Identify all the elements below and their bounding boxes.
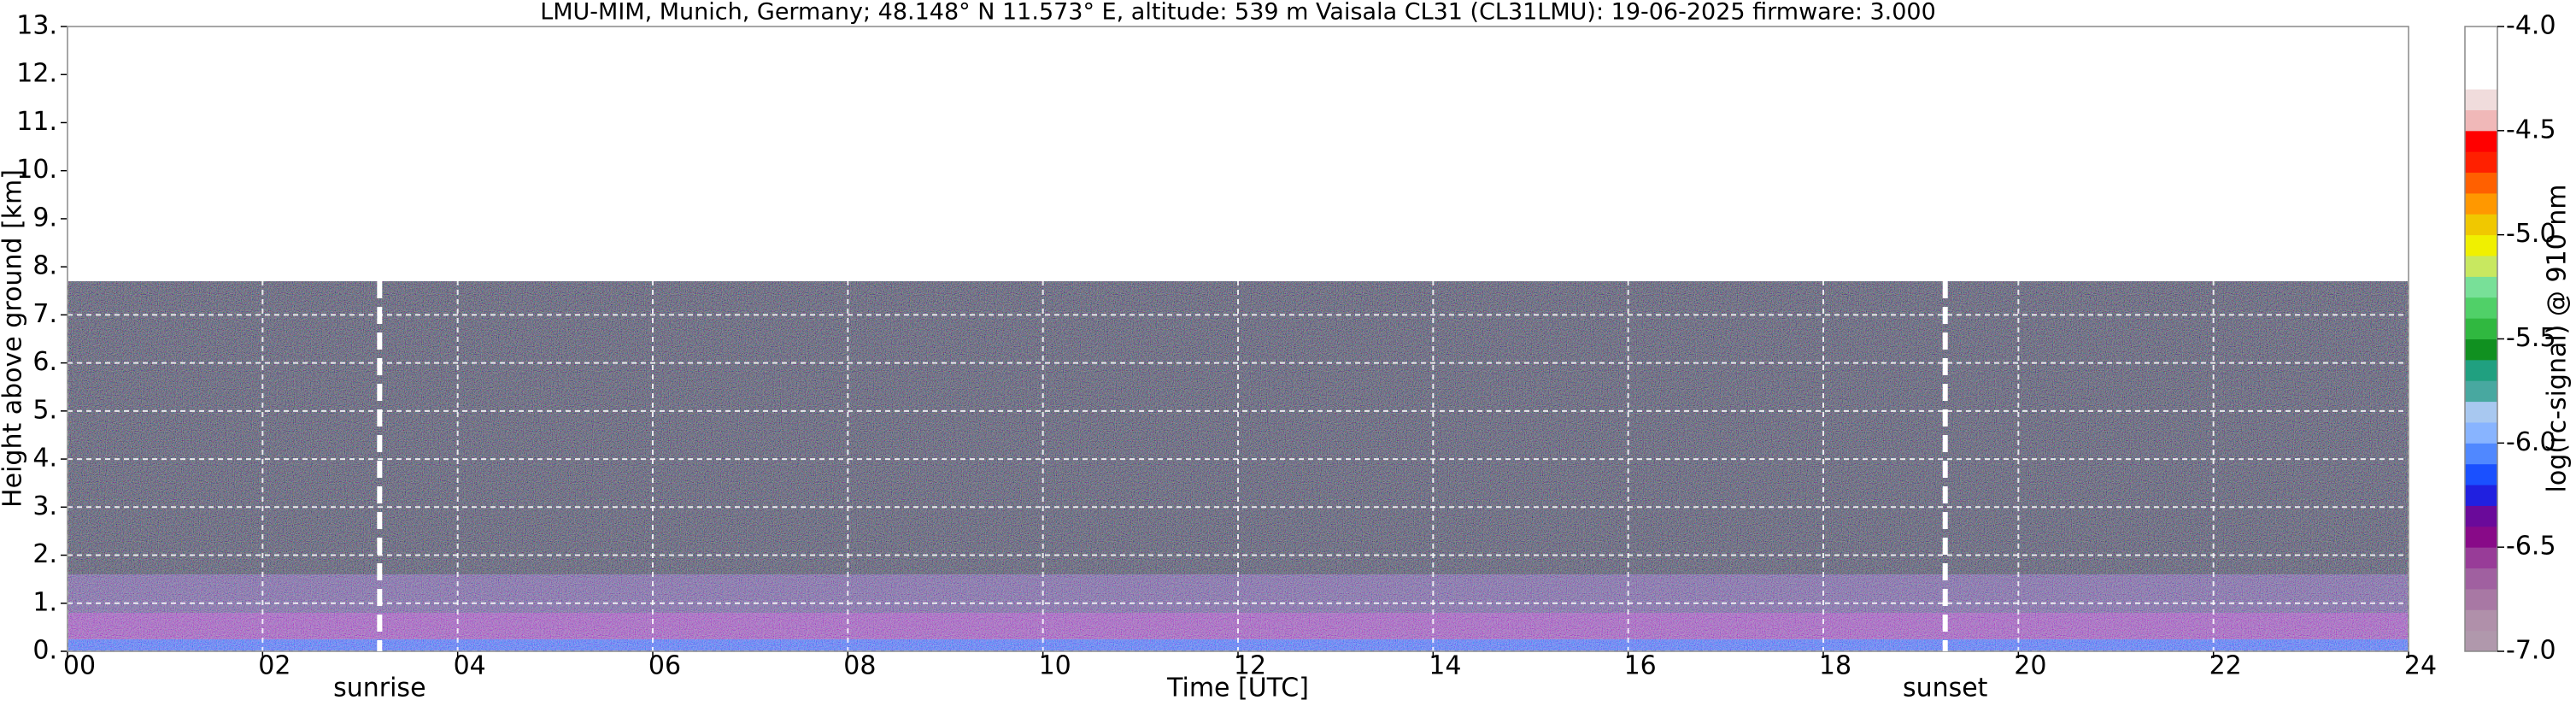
y-tick-label: 0. [32, 636, 57, 666]
colorbar-swatch [2465, 130, 2497, 152]
colorbar-swatch [2465, 421, 2497, 444]
x-tick-label: 06 [648, 651, 681, 681]
x-tick-label: 20 [2014, 651, 2046, 681]
colorbar-swatch [2465, 443, 2497, 465]
colorbar-swatch [2465, 547, 2497, 569]
colorbar-swatch [2465, 256, 2497, 277]
colorbar-swatch [2465, 359, 2497, 381]
x-tick-label: 12 [1234, 651, 1266, 681]
colorbar-tick-label: -4.5 [2506, 115, 2556, 144]
y-tick-label: 7. [32, 299, 57, 329]
x-tick-label: 02 [258, 651, 290, 681]
colorbar-swatch [2465, 297, 2497, 319]
x-tick-label: 14 [1429, 651, 1461, 681]
colorbar-swatch [2465, 47, 2497, 69]
y-tick-label: 3. [32, 491, 57, 521]
colorbar-swatch [2465, 68, 2497, 90]
colorbar-swatch [2465, 192, 2497, 215]
colorbar-tick-label: -6.0 [2506, 427, 2556, 457]
signal-noise [67, 281, 2409, 651]
y-tick-label: 1. [32, 587, 57, 617]
plot-frame [67, 26, 2409, 652]
colorbar-swatch [2465, 463, 2497, 485]
x-tick-label: 08 [843, 651, 876, 681]
y-tick-label: 2. [32, 539, 57, 569]
y-tick-label: 9. [32, 203, 57, 232]
colorbar-swatch [2465, 338, 2497, 361]
colorbar-swatch [2465, 109, 2497, 132]
colorbar-swatch [2465, 26, 2497, 48]
colorbar-swatch [2465, 380, 2497, 403]
colorbar-swatch [2465, 485, 2497, 506]
colorbar-label: log(rc-signal) @ 910 nm [2543, 185, 2573, 493]
colorbar-tick-label: -4.0 [2506, 11, 2556, 41]
colorbar-swatch [2465, 214, 2497, 236]
x-tick-label: 22 [2209, 651, 2242, 681]
colorbar-swatch [2465, 401, 2497, 423]
colorbar-tick-label: -7.0 [2506, 636, 2556, 666]
x-axis-label: Time [UTC] [1166, 674, 1309, 703]
colorbar-swatch [2465, 318, 2497, 339]
colorbar-swatch [2465, 234, 2497, 256]
colorbar-swatch [2465, 588, 2497, 610]
colorbar-swatch [2465, 172, 2497, 194]
y-tick-label: 8. [32, 251, 57, 281]
y-axis-label: Height above ground [km] [0, 169, 28, 508]
x-tick-label: 00 [63, 651, 96, 681]
chart-title: LMU-MIM, Munich, Germany; 48.148° N 11.5… [540, 0, 1936, 26]
annotation-label: sunrise [333, 674, 425, 703]
y-tick-label: 10. [16, 155, 57, 185]
x-tick-label: 18 [1819, 651, 1851, 681]
y-tick-label: 6. [32, 347, 57, 377]
colorbar-swatch [2465, 505, 2497, 527]
annotation-label: sunset [1903, 674, 1988, 703]
colorbar-tick-label: -5.5 [2506, 323, 2556, 353]
x-tick-label: 04 [454, 651, 486, 681]
y-tick-label: 11. [16, 107, 57, 137]
x-tick-label: 10 [1039, 651, 1071, 681]
colorbar-swatch [2465, 568, 2497, 590]
colorbar-tick-label: -6.5 [2506, 532, 2556, 562]
y-tick-label: 5. [32, 395, 57, 425]
y-tick-label: 13. [16, 11, 57, 41]
x-tick-label: 16 [1624, 651, 1657, 681]
colorbar-swatch [2465, 89, 2497, 110]
colorbar-tick-label: -5.0 [2506, 219, 2556, 249]
colorbar-swatch [2465, 609, 2497, 632]
colorbar-swatch [2465, 151, 2497, 174]
y-tick-label: 12. [16, 59, 57, 89]
x-tick-label: 24 [2404, 651, 2437, 681]
colorbar-swatch [2465, 276, 2497, 298]
colorbar-swatch [2465, 526, 2497, 548]
colorbar-swatch [2465, 630, 2497, 652]
y-tick-label: 4. [32, 444, 57, 474]
